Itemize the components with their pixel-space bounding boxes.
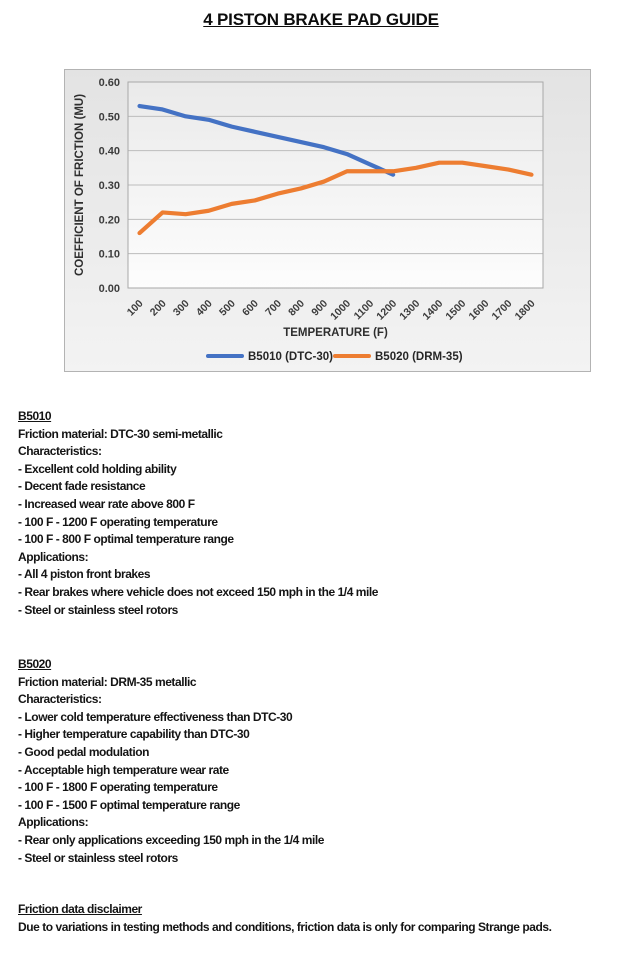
text-line: Friction material: DRM-35 metallic	[18, 674, 197, 689]
section-b5010-heading: B5010	[18, 409, 52, 423]
series-line-2	[137, 160, 534, 236]
text-line: - Rear brakes where vehicle does not exc…	[18, 584, 379, 599]
plot-border	[127, 81, 544, 289]
text-line: - Steel or stainless steel rotors	[18, 850, 178, 865]
text-line: - Steel or stainless steel rotors	[18, 602, 178, 617]
x-axis-title: TEMPERATURE (F)	[283, 327, 388, 339]
legend-label-1: B5010 (DTC-30)	[248, 351, 333, 363]
y-tick-label: 0.20	[99, 214, 120, 226]
text-line: Applications:	[18, 549, 89, 564]
text-line: Applications:	[18, 815, 89, 830]
text-line: - Lower cold temperature effectiveness t…	[18, 709, 293, 724]
y-tick-label: 0.30	[99, 180, 120, 192]
text-line: Characteristics:	[18, 692, 102, 707]
section-disclaimer-body: Due to variations in testing methods and…	[18, 919, 638, 937]
page-title: 4 PISTON BRAKE PAD GUIDE	[203, 10, 439, 29]
section-b5020-body: Friction material: DRM-35 metallic Charac…	[18, 674, 638, 868]
text-line: - Excellent cold holding ability	[18, 461, 177, 476]
text-line: - Increased wear rate above 800 F	[18, 496, 195, 511]
y-tick-label: 0.60	[99, 77, 120, 89]
text-line: - 100 F - 1500 F optimal temperature ran…	[18, 797, 240, 812]
text-line: - Good pedal modulation	[18, 744, 149, 759]
y-tick-label: 0.50	[99, 111, 120, 123]
text-line: - All 4 piston front brakes	[18, 567, 151, 582]
y-tick-label: 0.00	[99, 283, 120, 295]
section-disclaimer: Friction data disclaimer Due to variatio…	[18, 901, 638, 936]
text-line: Due to variations in testing methods and…	[18, 919, 552, 934]
y-tick-label: 0.40	[99, 146, 120, 158]
section-b5020-heading: B5020	[18, 657, 52, 671]
legend-label-2: B5020 (DRM-35)	[375, 351, 463, 363]
text-line: - Acceptable high temperature wear rate	[18, 762, 229, 777]
text-line: - 100 F - 1200 F operating temperature	[18, 514, 218, 529]
text-line: Characteristics:	[18, 444, 102, 459]
friction-chart: 0.00 0.10 0.20 0.30 0.40 0.50 0.60 100 200 300 400…	[64, 69, 591, 372]
section-disclaimer-heading: Friction data disclaimer	[18, 902, 142, 916]
text-line: - Higher temperature capability than DTC…	[18, 727, 250, 742]
y-tick-label: 0.10	[99, 249, 120, 261]
text-line: - Decent fade resistance	[18, 479, 146, 494]
text-line: - 100 F - 1800 F operating temperature	[18, 780, 218, 795]
text-line: Friction material: DTC-30 semi-metallic	[18, 426, 223, 441]
section-b5010: B5010 Friction material: DTC-30 semi-met…	[18, 408, 638, 619]
y-axis-title: COEFFICIENT OF FRICTION (MU)	[74, 94, 86, 276]
series-line-1	[137, 103, 396, 177]
section-b5020: B5020 Friction material: DRM-35 metallic…	[18, 656, 638, 867]
section-b5010-body: Friction material: DTC-30 semi-metallic C…	[18, 426, 638, 620]
text-line: - Rear only applications exceeding 150 m…	[18, 832, 325, 847]
text-line: - 100 F - 800 F optimal temperature rang…	[18, 532, 234, 547]
